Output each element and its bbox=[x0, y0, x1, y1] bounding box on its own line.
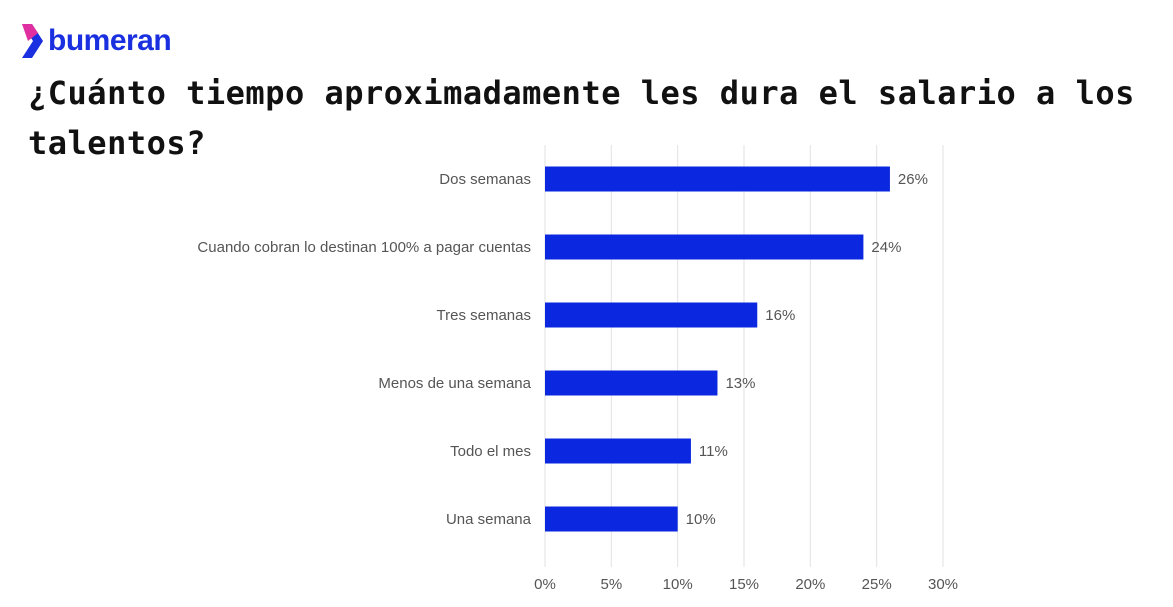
value-label: 24% bbox=[871, 239, 901, 256]
x-tick-label: 20% bbox=[795, 576, 825, 593]
y-tick-label: Tres semanas bbox=[437, 307, 531, 324]
value-label: 11% bbox=[699, 443, 728, 460]
value-label: 16% bbox=[765, 307, 795, 324]
y-tick-label: Una semana bbox=[446, 511, 532, 528]
x-tick-label: 5% bbox=[600, 576, 622, 593]
x-tick-label: 10% bbox=[663, 576, 693, 593]
y-tick-label: Todo el mes bbox=[450, 443, 531, 460]
x-tick-label: 30% bbox=[928, 576, 958, 593]
x-tick-label: 0% bbox=[534, 576, 556, 593]
brand: bumeran bbox=[48, 24, 172, 57]
y-tick-label: Dos semanas bbox=[439, 171, 531, 188]
bar bbox=[545, 234, 864, 260]
x-tick-label: 25% bbox=[862, 576, 892, 593]
bar bbox=[545, 370, 718, 396]
value-label: 26% bbox=[898, 171, 928, 188]
bar bbox=[545, 166, 890, 192]
y-tick-label: Cuando cobran lo destinan 100% a pagar c… bbox=[197, 239, 531, 256]
value-label: 10% bbox=[686, 511, 716, 528]
value-label: 13% bbox=[725, 375, 755, 392]
bar bbox=[545, 302, 758, 328]
logo-icon bbox=[22, 24, 43, 58]
x-tick-label: 15% bbox=[729, 576, 759, 593]
bar bbox=[545, 438, 691, 464]
y-tick-label: Menos de una semana bbox=[378, 375, 531, 392]
bar bbox=[545, 506, 678, 532]
chart-title: ¿Cuánto tiempo aproximadamente les dura … bbox=[28, 74, 1135, 162]
